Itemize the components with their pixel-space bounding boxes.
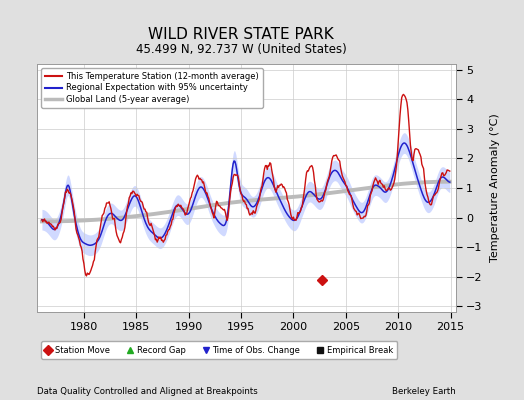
Text: Berkeley Earth: Berkeley Earth: [392, 387, 456, 396]
Text: 45.499 N, 92.737 W (United States): 45.499 N, 92.737 W (United States): [136, 43, 346, 56]
Legend: Station Move, Record Gap, Time of Obs. Change, Empirical Break: Station Move, Record Gap, Time of Obs. C…: [41, 341, 397, 359]
Text: WILD RIVER STATE PARK: WILD RIVER STATE PARK: [148, 27, 334, 42]
Y-axis label: Temperature Anomaly (°C): Temperature Anomaly (°C): [490, 114, 500, 262]
Text: Data Quality Controlled and Aligned at Breakpoints: Data Quality Controlled and Aligned at B…: [37, 387, 257, 396]
